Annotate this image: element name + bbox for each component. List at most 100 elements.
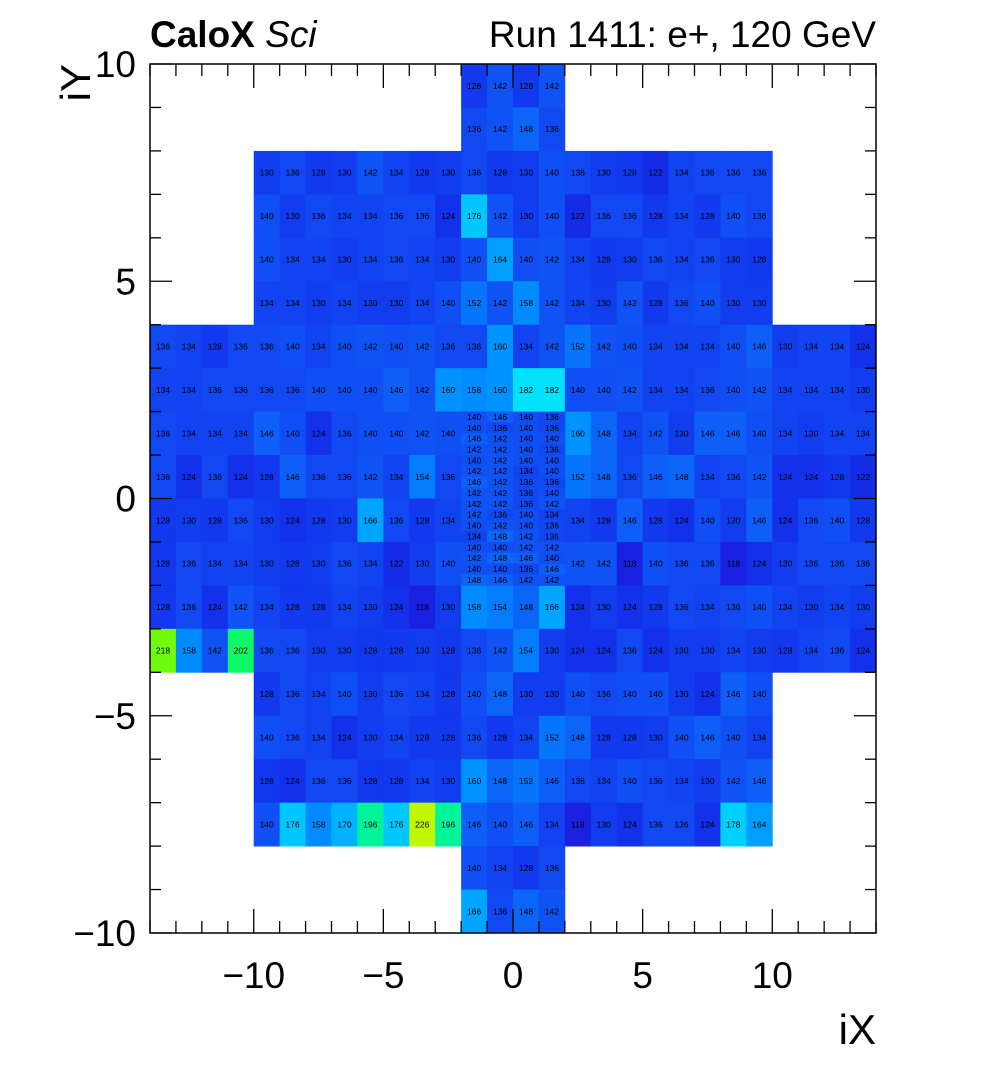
cell-value-label: 128 <box>311 168 325 178</box>
heatmap-cell <box>538 552 566 565</box>
cell-value-label: 148 <box>519 602 533 612</box>
heatmap-cell <box>564 541 592 586</box>
heatmap-cell <box>461 509 488 521</box>
heatmap-cell <box>798 628 825 673</box>
cell-value-label: 152 <box>467 298 481 308</box>
cell-value-label: 140 <box>649 689 663 699</box>
cell-value-label: 130 <box>415 559 429 569</box>
heatmap-cell <box>279 715 306 760</box>
cell-value-label: 140 <box>545 466 559 476</box>
heatmap-cell <box>772 455 799 499</box>
heatmap-cell <box>538 324 566 369</box>
cell-value-label: 128 <box>649 211 663 221</box>
cell-value-label: 130 <box>752 646 766 656</box>
cell-value-label: 130 <box>778 559 792 569</box>
cell-value-label: 130 <box>674 428 688 438</box>
cell-value-label: 134 <box>311 255 325 265</box>
cell-value-label: 134 <box>571 298 585 308</box>
heatmap-cell <box>435 498 462 543</box>
heatmap-cell <box>616 802 644 847</box>
heatmap-cell <box>461 552 488 565</box>
cell-value-label: 128 <box>441 646 455 656</box>
heatmap-cell <box>746 715 773 760</box>
cell-value-label: 140 <box>597 385 611 395</box>
cell-value-label: 140 <box>467 423 481 433</box>
cell-value-label: 170 <box>337 819 351 829</box>
cell-value-label: 136 <box>260 385 274 395</box>
heatmap-cell <box>513 455 540 467</box>
cell-value-label: 140 <box>519 510 533 520</box>
cell-value-label: 136 <box>234 385 248 395</box>
cell-value-label: 146 <box>752 341 766 351</box>
heatmap-cell <box>487 672 514 717</box>
heatmap-cell <box>616 281 644 326</box>
cell-value-label: 136 <box>286 168 300 178</box>
heatmap-cell <box>590 672 618 717</box>
y-tick-label: 10 <box>95 44 136 85</box>
heatmap-cell <box>798 324 825 369</box>
heatmap-cell <box>227 324 255 369</box>
cell-value-label: 140 <box>519 521 533 531</box>
cell-value-label: 134 <box>804 646 818 656</box>
heatmap-cell <box>150 368 177 412</box>
cell-value-label: 130 <box>260 168 274 178</box>
cell-value-label: 134 <box>830 602 844 612</box>
heatmap-cell <box>383 802 410 847</box>
heatmap-cell <box>487 107 514 152</box>
cell-value-label: 148 <box>597 472 611 482</box>
heatmap-cell <box>331 715 358 760</box>
heatmap-cell <box>720 150 747 195</box>
cell-value-label: 136 <box>389 515 403 525</box>
heatmap-cell <box>331 585 358 630</box>
heatmap-cell <box>487 509 514 521</box>
cell-value-label: 140 <box>337 341 351 351</box>
cell-value-label: 136 <box>311 211 325 221</box>
cell-value-label: 136 <box>856 559 870 569</box>
heatmap-cell <box>538 715 566 760</box>
cell-value-label: 142 <box>545 341 559 351</box>
heatmap-cell <box>461 487 488 499</box>
cell-value-label: 136 <box>234 515 248 525</box>
cell-value-label: 124 <box>856 341 870 351</box>
heatmap-cell <box>824 498 851 543</box>
heatmap-cell <box>487 846 514 890</box>
heatmap-cell <box>409 715 436 760</box>
cell-value-label: 128 <box>156 602 170 612</box>
heatmap-cell <box>694 541 721 586</box>
cell-value-label: 146 <box>649 472 663 482</box>
heatmap-cell <box>694 324 721 369</box>
cell-value-label: 128 <box>623 168 637 178</box>
heatmap-cell <box>538 759 566 804</box>
cell-value-label: 136 <box>467 124 481 134</box>
cell-value-label: 142 <box>467 466 481 476</box>
heatmap-cell <box>720 194 747 239</box>
cell-value-label: 142 <box>415 428 429 438</box>
heatmap-cell <box>487 281 514 326</box>
cell-value-label: 128 <box>623 733 637 743</box>
cell-value-label: 136 <box>389 255 403 265</box>
cell-value-label: 142 <box>467 499 481 509</box>
cell-value-label: 136 <box>545 531 559 541</box>
axis-ticks <box>149 63 877 934</box>
cell-value-label: 142 <box>208 646 222 656</box>
cell-value-label: 134 <box>260 298 274 308</box>
heatmap-cell <box>487 802 514 847</box>
cell-value-label: 142 <box>415 341 429 351</box>
heatmap-cell <box>201 411 229 456</box>
x-axis-label: iX <box>839 1006 876 1053</box>
heatmap-cell <box>513 574 540 586</box>
cell-value-label: 136 <box>752 168 766 178</box>
cell-value-label: 146 <box>700 428 714 438</box>
heatmap-cell <box>590 281 618 326</box>
heatmap-cell <box>668 672 695 717</box>
cell-value-label: 124 <box>674 515 688 525</box>
heatmap-cell <box>694 368 721 412</box>
heatmap-cell <box>435 281 462 326</box>
heatmap-cell <box>305 802 332 847</box>
cell-value-label: 124 <box>337 733 351 743</box>
heatmap-cell <box>590 802 618 847</box>
cell-value-label: 134 <box>623 428 637 438</box>
heatmap-cell <box>461 520 488 532</box>
heatmap-cell <box>538 281 566 326</box>
heatmap-cell <box>279 628 306 673</box>
